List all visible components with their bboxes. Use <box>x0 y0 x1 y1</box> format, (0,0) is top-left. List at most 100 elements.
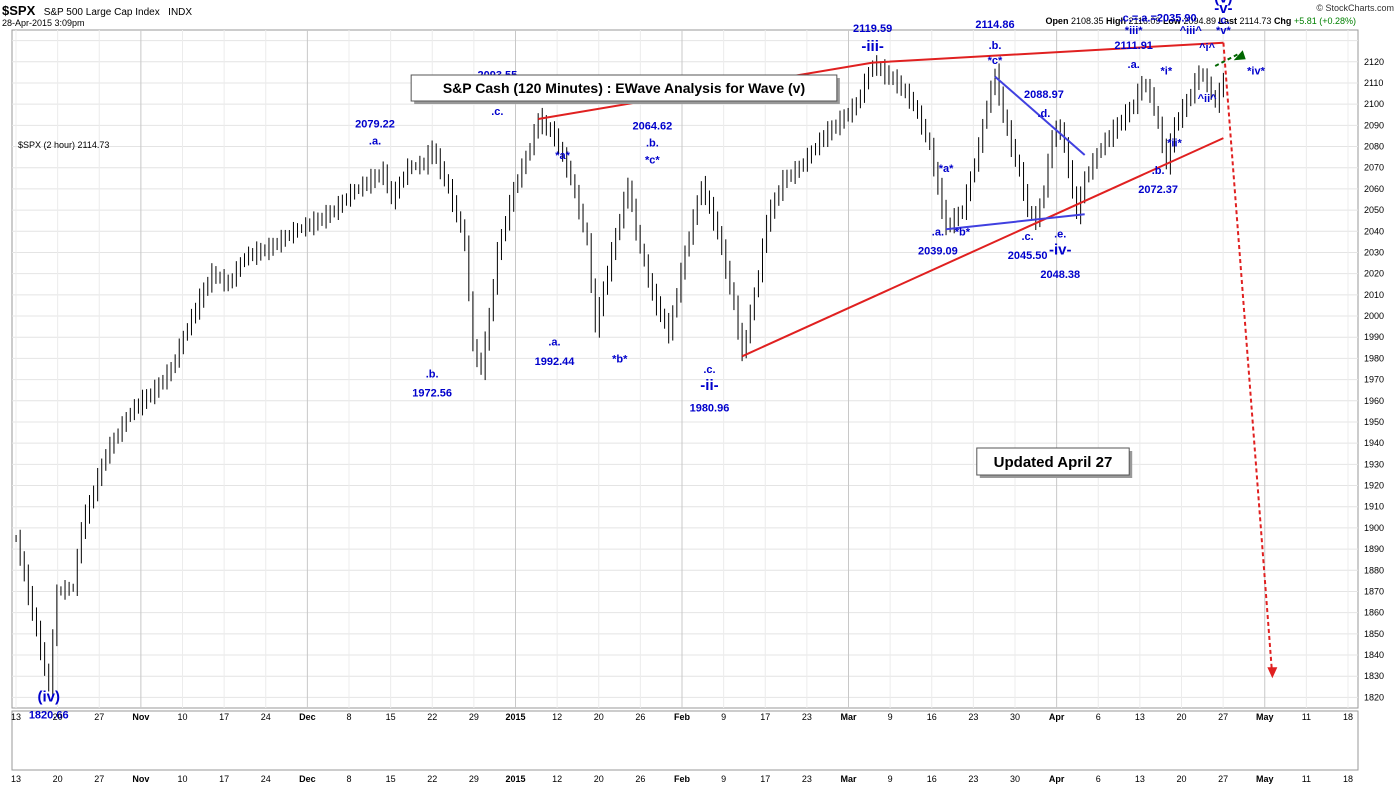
last-label: Last <box>1218 16 1238 26</box>
wave-label: 2048.38 <box>1040 269 1080 281</box>
wave-label: .b. <box>1152 165 1165 177</box>
wave-label: -ii- <box>700 377 718 394</box>
x-tick-label: Feb <box>674 712 691 722</box>
wave-label: 2114.86 <box>975 19 1014 31</box>
x-tick-label: 23 <box>968 712 978 722</box>
wave-label: *b* <box>955 227 971 239</box>
wave-label: (v) <box>1214 0 1232 6</box>
wave-label: .b. <box>989 40 1002 52</box>
y-tick-label: 1950 <box>1364 417 1384 427</box>
y-tick-label: 1870 <box>1364 586 1384 596</box>
x-tick-label: 12 <box>552 712 562 722</box>
wave-label: -iii- <box>861 38 884 55</box>
update-note-shadow <box>979 451 1133 478</box>
symbol-name: S&P 500 Large Cap Index <box>43 7 160 18</box>
update-note: Updated April 27 <box>994 454 1113 471</box>
x-tick-label-bottom: 2015 <box>505 774 525 784</box>
wave-label: ^i^ <box>1199 42 1215 54</box>
chart-title-box <box>410 74 838 102</box>
x-tick-label-bottom: 20 <box>53 774 63 784</box>
x-tick-label: 22 <box>427 712 437 722</box>
y-tick-label: 2050 <box>1364 205 1384 215</box>
wave-label: .a. <box>548 337 560 349</box>
wave-label: .d. <box>1038 108 1051 120</box>
chg-value: +5.81 (+0.28%) <box>1293 16 1356 26</box>
x-tick-label: 20 <box>53 712 63 722</box>
wave-label: .a. <box>932 227 944 239</box>
x-tick-label-bottom: 23 <box>802 774 812 784</box>
wave-label: -i- <box>490 85 504 102</box>
y-tick-label: 1960 <box>1364 396 1384 406</box>
wave-label: .c. <box>1022 231 1034 243</box>
x-tick-label-bottom: 10 <box>177 774 187 784</box>
wave-label: 2111.91 <box>1114 40 1153 52</box>
x-tick-label-bottom: 27 <box>94 774 104 784</box>
y-tick-label: 2080 <box>1364 142 1384 152</box>
y-tick-label: 2020 <box>1364 269 1384 279</box>
x-tick-label: 11 <box>1302 712 1311 722</box>
x-tick-label: 24 <box>261 712 271 722</box>
wave-label: .a. <box>1128 59 1140 71</box>
wave-label: *b* <box>612 354 628 366</box>
wave-label: .a. <box>369 135 381 147</box>
x-tick-label-bottom: 6 <box>1096 774 1101 784</box>
x-tick-label: 9 <box>721 712 726 722</box>
wave-label: 1972.56 <box>412 388 452 400</box>
x-tick-label: 23 <box>802 712 812 722</box>
x-tick-label: 13 <box>11 712 21 722</box>
x-tick-label-bottom: 13 <box>11 774 21 784</box>
x-tick-label-bottom: 17 <box>219 774 229 784</box>
wave-label: *i* <box>1160 65 1172 77</box>
y-tick-label: 1840 <box>1364 650 1384 660</box>
x-tick-label: 27 <box>1218 712 1228 722</box>
chg-label: Chg <box>1273 16 1292 26</box>
x-tick-label: Nov <box>132 712 149 722</box>
x-tick-label: 10 <box>177 712 187 722</box>
x-tick-label-bottom: May <box>1256 774 1274 784</box>
wave-label: *c* <box>645 154 660 166</box>
y-tick-label: 2040 <box>1364 226 1384 236</box>
trend-line <box>1222 42 1274 677</box>
update-note-box <box>976 447 1130 476</box>
x-tick-label: Apr <box>1049 712 1065 722</box>
x-tick-label-bottom: 27 <box>1218 774 1228 784</box>
wave-label: *c* <box>988 55 1003 67</box>
wave-label: 2072.37 <box>1138 184 1178 196</box>
x-tick-label: 15 <box>386 712 396 722</box>
x-tick-label-bottom: 29 <box>469 774 479 784</box>
y-tick-label: 1880 <box>1364 565 1384 575</box>
wave-label: -v- <box>1214 0 1232 17</box>
wave-label: .c. <box>703 364 715 376</box>
y-tick-label: 1910 <box>1364 502 1384 512</box>
y-tick-label: 2000 <box>1364 311 1384 321</box>
y-tick-label: 1850 <box>1364 629 1384 639</box>
trend-line <box>945 213 1085 231</box>
y-tick-label: 2120 <box>1364 57 1384 67</box>
x-tick-label-bottom: Mar <box>840 774 857 784</box>
x-tick-label-bottom: 9 <box>888 774 893 784</box>
wave-label: .b. <box>646 138 659 150</box>
wave-label: (iv) <box>37 689 60 706</box>
trend-line <box>538 41 1224 120</box>
down-arrow-head <box>1267 667 1278 679</box>
brand-logo: © StockCharts.com <box>1316 3 1394 13</box>
y-tick-label: 1920 <box>1364 481 1384 491</box>
ohlc-readout: Open 2108.35 High 2116.09 Low 2094.89 La… <box>1045 16 1356 26</box>
x-tick-label-bottom: Nov <box>132 774 149 784</box>
wave-label: *v* <box>1216 25 1231 37</box>
x-tick-label-bottom: 17 <box>760 774 770 784</box>
series-legend: $SPX (2 hour) 2114.73 <box>18 140 109 150</box>
low-value: 2094.89 <box>1183 16 1216 26</box>
x-tick-label: 16 <box>927 712 937 722</box>
y-tick-label: 2090 <box>1364 120 1384 130</box>
y-tick-label: 1830 <box>1364 671 1384 681</box>
wave-label: 2088.97 <box>1024 89 1064 101</box>
chart-title-shadow <box>414 78 840 104</box>
y-tick-label: 1940 <box>1364 438 1384 448</box>
y-tick-label: 1930 <box>1364 459 1384 469</box>
x-tick-label-bottom: 16 <box>927 774 937 784</box>
y-tick-label: 2070 <box>1364 163 1384 173</box>
chart-date: 28-Apr-2015 3:09pm <box>2 18 85 28</box>
x-tick-label-bottom: 13 <box>1135 774 1145 784</box>
x-tick-label: 17 <box>219 712 229 722</box>
